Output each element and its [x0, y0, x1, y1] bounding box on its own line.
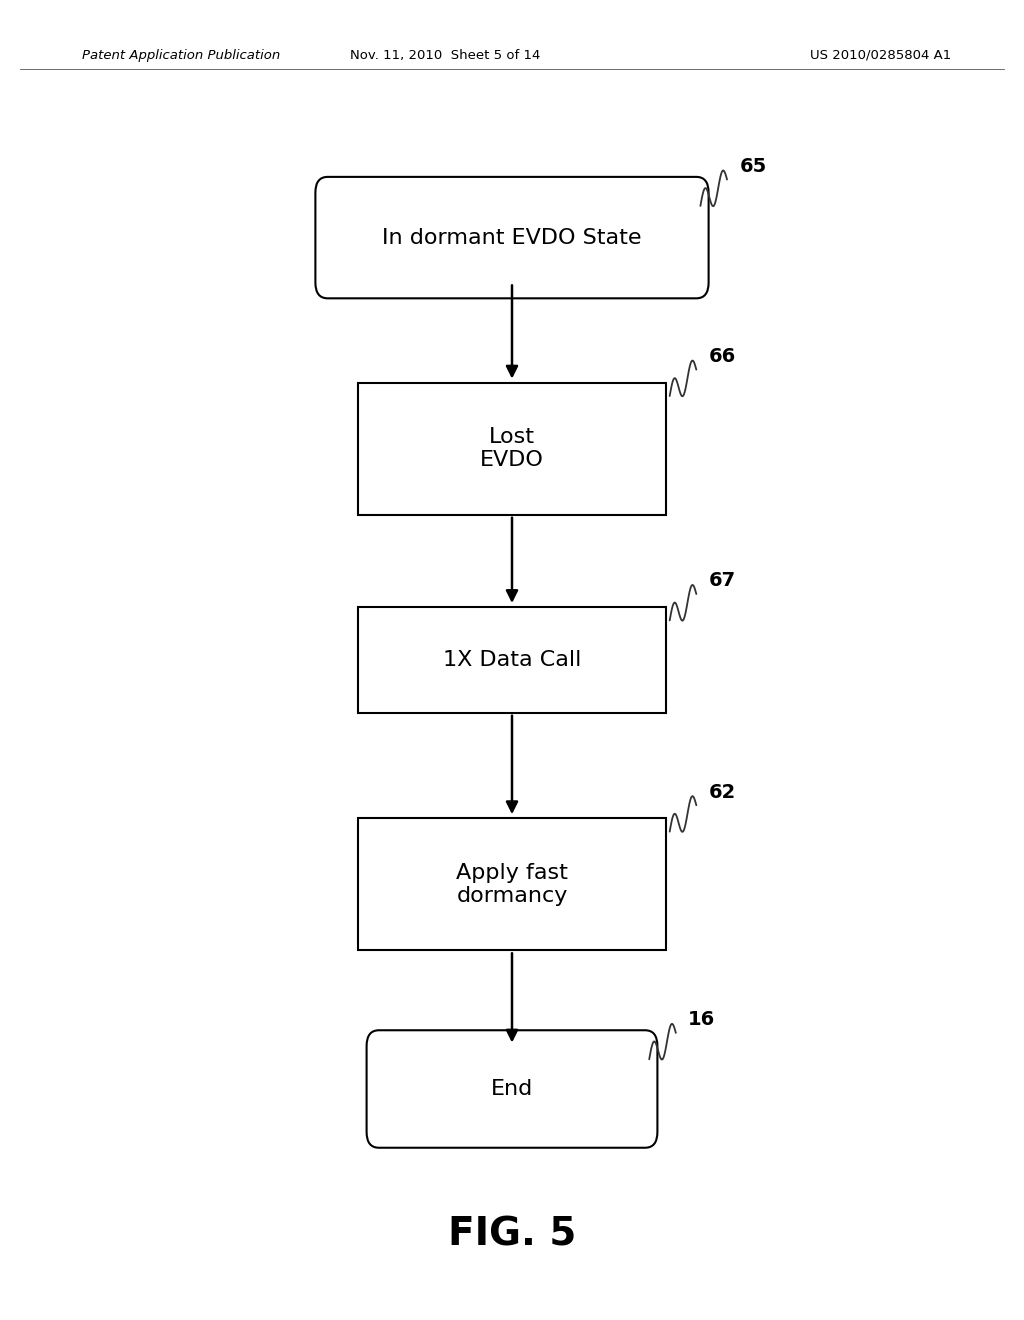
Text: 66: 66	[709, 347, 736, 366]
Text: Patent Application Publication: Patent Application Publication	[82, 49, 281, 62]
Text: Lost
EVDO: Lost EVDO	[480, 428, 544, 470]
FancyBboxPatch shape	[358, 818, 666, 950]
FancyBboxPatch shape	[367, 1030, 657, 1148]
Text: FIG. 5: FIG. 5	[447, 1216, 577, 1253]
Text: End: End	[490, 1078, 534, 1100]
FancyBboxPatch shape	[315, 177, 709, 298]
Text: 1X Data Call: 1X Data Call	[442, 649, 582, 671]
Text: 67: 67	[709, 572, 735, 590]
Text: 16: 16	[688, 1010, 716, 1030]
Text: Nov. 11, 2010  Sheet 5 of 14: Nov. 11, 2010 Sheet 5 of 14	[350, 49, 541, 62]
Text: US 2010/0285804 A1: US 2010/0285804 A1	[810, 49, 951, 62]
Text: 65: 65	[739, 157, 767, 176]
Text: Apply fast
dormancy: Apply fast dormancy	[456, 863, 568, 906]
Text: In dormant EVDO State: In dormant EVDO State	[382, 227, 642, 248]
Text: 62: 62	[709, 783, 736, 801]
FancyBboxPatch shape	[358, 383, 666, 515]
FancyBboxPatch shape	[358, 607, 666, 713]
